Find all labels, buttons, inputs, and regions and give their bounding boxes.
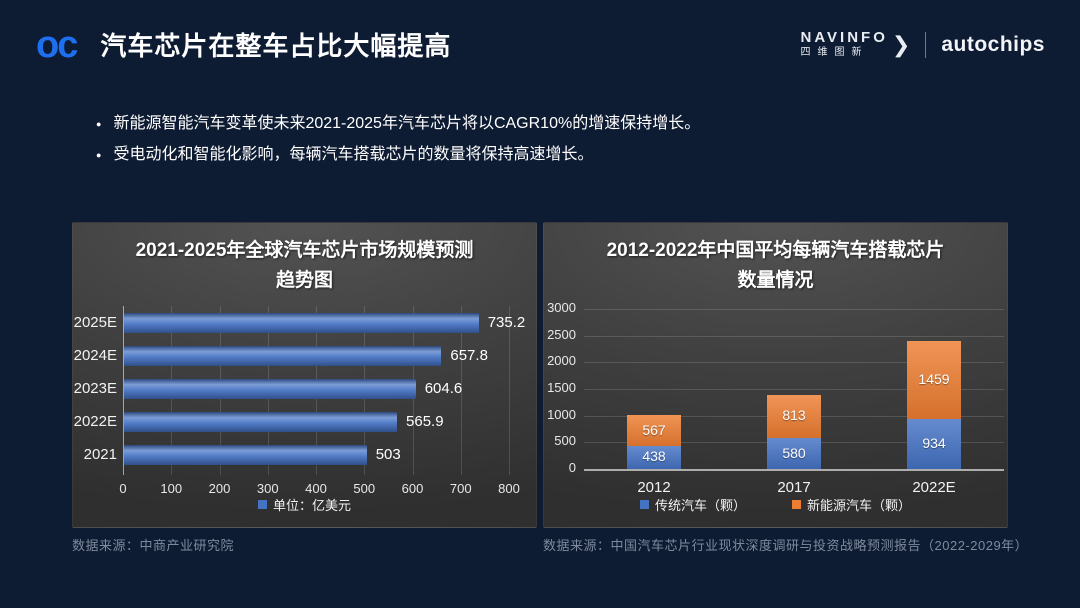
legend-swatch-blue [257,500,267,509]
list-item: ● 新能源智能汽车变革使未来2021-2025年汽车芯片将以CAGR10%的增速… [96,114,1020,134]
oc-logo: oc [36,23,78,66]
right-data-source: 数据来源：中国汽车芯片行业现状深度调研与投资战略预测报告（2022-2029年） [543,538,1029,553]
y-tick-label: 500 [554,433,576,449]
value-label: 503 [375,445,401,463]
bar-segment [907,341,961,420]
y-tick-label: 3000 [547,300,576,315]
y-tick-label: 2500 [547,326,576,342]
legend-swatch-orange [792,500,801,509]
x-tick-label: 800 [498,481,520,496]
right-chart-title-line2: 数量情况 [737,270,814,291]
data-label: 934 [922,435,946,452]
gridline [509,306,510,475]
bar [124,345,442,366]
brand-divider [925,31,927,58]
gridline [460,306,462,475]
legend-item: 传统汽车（颗） [639,495,746,514]
left-chart-legend: 单位：亿美元 [73,495,536,514]
autochips-logo: autochips [941,32,1045,56]
right-chart-title: 2012-2022年中国平均每辆汽车搭载芯片 数量情况 [544,223,1007,296]
bullet-icon: ● [96,119,102,129]
left-chart-plot: 0 100 200 300 400 500 600 700 800 2025E 735.2 2024E… [73,306,536,511]
bar-segment [627,445,681,469]
gridline [584,335,1004,337]
list-item: ● 受电动化和智能化影响，每辆汽车搭载芯片的数量将保持高速增长。 [96,145,1020,165]
bar-segment [767,394,821,439]
x-tick-label: 400 [305,481,327,496]
value-label: 565.9 [406,412,444,430]
bullet-text: 新能源智能汽车变革使未来2021-2025年汽车芯片将以CAGR10%的增速保持… [113,115,701,132]
x-tick-label: 300 [256,481,279,496]
category-label: 2025E [73,314,117,331]
left-chart-panel: 2021-2025年全球汽车芯片市场规模预测 趋势图 0 100 200 300 400… [72,222,537,528]
left-chart-title: 2021-2025年全球汽车芯片市场规模预测 趋势图 [73,223,536,296]
x-tick-label: 0 [119,481,127,496]
navinfo-en-label: NAVINFO [800,29,888,46]
navinfo-logo: NAVINFO 四维图新 ❯ [800,30,910,59]
bar [124,378,416,399]
right-chart-legend: 传统汽车（颗） 新能源汽车（颗） [544,495,1007,514]
x-tick-label: 700 [449,481,472,496]
right-chart-panel: 2012-2022年中国平均每辆汽车搭载芯片 数量情况 0 500 1000 1500… [543,222,1008,528]
gridline [584,309,1004,310]
category-label: 2022E [73,413,117,430]
bullet-icon: ● [96,150,102,160]
gridline [584,389,1004,390]
left-data-source: 数据来源：中商产业研究院 [72,538,235,553]
category-label: 2024E [73,347,117,364]
header: oc 汽车芯片在整车占比大幅提高 NAVINFO 四维图新 ❯ autochip… [36,23,1045,66]
left-chart-title-line2: 趋势图 [275,270,333,291]
left-chart-title-line1: 2021-2025年全球汽车芯片市场规模预测 [135,240,474,261]
page-title: 汽车芯片在整车占比大幅提高 [100,31,452,61]
data-label: 580 [782,444,806,461]
legend-label: 传统汽车（颗） [654,498,746,513]
x-tick-label: 100 [160,481,183,496]
bar [124,411,398,432]
value-label: 604.6 [424,379,463,397]
data-label: 438 [642,448,666,465]
value-label: 735.2 [487,313,526,331]
right-chart-plot: 0 500 1000 1500 2000 2500 3000 2012 438 567 2017 58… [544,300,1007,514]
right-chart-title-line1: 2012-2022年中国平均每辆汽车搭载芯片 [606,240,945,261]
gridline [584,362,1004,364]
y-tick-label: 1500 [547,380,576,395]
chevron-right-icon: ❯ [891,31,911,57]
y-tick-label: 2000 [547,353,576,369]
category-label: 2017 [777,479,811,496]
gridline [584,469,1004,471]
brand-logos: NAVINFO 四维图新 ❯ autochips [800,30,1045,59]
legend-label: 新能源汽车（颗） [807,498,912,513]
gridline [123,306,124,475]
legend-swatch-blue [639,500,649,509]
bullet-list: ● 新能源智能汽车变革使未来2021-2025年汽车芯片将以CAGR10%的增速… [96,114,1020,176]
category-label: 2012 [637,479,671,496]
data-label: 567 [642,421,666,438]
bar-segment [767,438,821,469]
x-tick-label: 200 [208,481,231,496]
data-label: 1459 [918,371,950,388]
bar [124,312,479,333]
legend-item: 单位：亿美元 [257,495,351,514]
x-tick-label: 600 [401,481,424,496]
y-tick-label: 1000 [547,406,576,422]
navinfo-text: NAVINFO 四维图新 [800,30,887,59]
navinfo-cn-label: 四维图新 [800,47,869,58]
bar-segment [627,415,681,446]
category-label: 2022E [912,479,956,496]
y-tick-label: 0 [568,460,576,475]
legend-label: 单位：亿美元 [272,498,351,513]
bar-segment [907,419,961,469]
legend-item: 新能源汽车（颗） [792,495,911,514]
bullet-text: 受电动化和智能化影响，每辆汽车搭载芯片的数量将保持高速增长。 [113,146,594,163]
data-label: 813 [782,407,806,424]
category-label: 2023E [73,380,117,397]
category-label: 2021 [83,446,117,463]
value-label: 657.8 [450,346,488,364]
x-tick-label: 500 [353,481,376,496]
bar [124,444,367,465]
